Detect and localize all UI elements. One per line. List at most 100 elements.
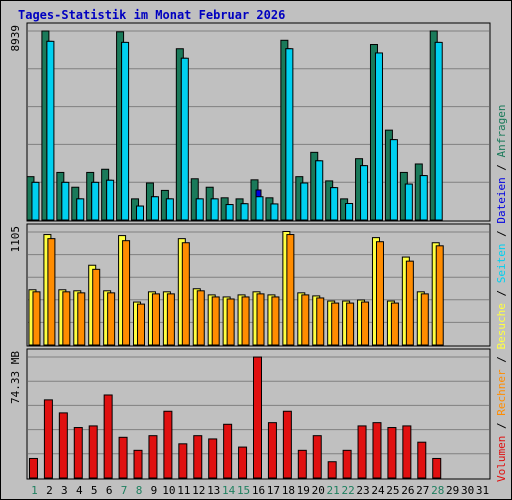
legend-item-seiten: Seiten	[495, 244, 508, 284]
bar-rechner-day-21	[331, 302, 340, 346]
bar-seiten-day-27	[419, 175, 428, 221]
day-label-4: 4	[76, 484, 83, 497]
bar-rechner-day-20	[316, 297, 325, 346]
bar-rechner-day-10	[166, 293, 175, 346]
bar-volumen-day-8	[133, 449, 143, 479]
bar-seiten-day-12	[195, 198, 204, 221]
bar-volumen-day-24	[372, 422, 382, 479]
bar-rechner-day-2	[47, 238, 56, 346]
bar-seiten-day-20	[315, 160, 324, 221]
legend-item-volumen: Volumen	[495, 436, 508, 482]
bar-volumen-day-23	[357, 425, 367, 479]
bar-volumen-day-28	[432, 457, 442, 479]
bar-rechner-day-27	[420, 293, 429, 346]
bar-seiten-day-8	[136, 205, 145, 221]
bar-seiten-day-21	[330, 187, 339, 221]
legend-separator: /	[495, 157, 508, 177]
panel-volume: 74.33 MB	[9, 348, 491, 480]
y-max-label: 1105	[9, 226, 22, 253]
bar-volumen-day-6	[103, 394, 113, 479]
bar-seiten-day-1	[31, 181, 40, 221]
bar-volumen-day-13	[208, 438, 218, 479]
bar-rechner-day-8	[137, 303, 146, 346]
day-label-13: 13	[207, 484, 220, 497]
bar-volumen-day-20	[312, 435, 322, 479]
bar-seiten-day-18	[285, 48, 294, 221]
bar-rechner-day-19	[301, 294, 310, 346]
day-label-22: 22	[341, 484, 354, 497]
day-label-28: 28	[431, 484, 444, 497]
y-max-label: 74.33 MB	[9, 351, 22, 404]
bar-seiten-day-24	[374, 52, 383, 221]
day-label-7: 7	[121, 484, 128, 497]
bar-rechner-day-5	[92, 268, 101, 346]
bar-volumen-day-22	[342, 449, 352, 479]
bar-seiten-day-28	[434, 41, 443, 221]
bar-seiten-day-14	[225, 204, 234, 221]
day-label-12: 12	[192, 484, 205, 497]
chart-title: Tages-Statistik im Monat Februar 2026	[18, 8, 285, 22]
bar-volumen-day-14	[223, 423, 233, 479]
bar-volumen-day-12	[193, 435, 203, 479]
bar-seiten-day-3	[61, 181, 70, 221]
bar-volumen-day-16	[253, 356, 262, 479]
legend-separator: /	[495, 350, 508, 370]
legend-separator: /	[495, 283, 508, 303]
bar-rechner-day-28	[435, 245, 444, 346]
bar-seiten-day-4	[76, 198, 85, 221]
day-label-23: 23	[356, 484, 369, 497]
bar-seiten-day-25	[389, 139, 398, 221]
day-label-14: 14	[222, 484, 236, 497]
bar-seiten-day-9	[150, 196, 159, 221]
bar-volumen-day-27	[417, 441, 427, 479]
day-label-1: 1	[31, 484, 38, 497]
day-label-31: 31	[476, 484, 489, 497]
panel-visits: 1105	[9, 223, 491, 347]
bar-rechner-day-13	[211, 296, 220, 346]
bar-volumen-day-26	[402, 425, 412, 479]
bar-rechner-day-9	[151, 293, 160, 346]
panels: 8939 1105 74.33 MB	[9, 22, 491, 480]
bar-rechner-day-7	[122, 240, 131, 346]
legend-item-anfragen: Anfragen	[495, 104, 508, 157]
day-label-21: 21	[327, 484, 340, 497]
bar-volumen-day-2	[43, 399, 53, 479]
bar-volumen-day-11	[178, 443, 188, 479]
bar-volumen-day-5	[88, 425, 98, 479]
bar-seiten-day-2	[46, 40, 55, 221]
day-label-26: 26	[401, 484, 414, 497]
bar-volumen-day-4	[73, 427, 83, 479]
day-label-30: 30	[461, 484, 474, 497]
bar-rechner-day-15	[241, 296, 250, 346]
bar-rechner-day-11	[181, 242, 190, 346]
bar-rechner-day-14	[226, 298, 235, 346]
bar-rechner-day-17	[271, 296, 280, 346]
day-label-16: 16	[252, 484, 265, 497]
bar-seiten-day-16	[255, 196, 264, 221]
y-max-label: 8939	[9, 25, 22, 52]
bar-seiten-day-23	[360, 165, 369, 221]
day-label-27: 27	[416, 484, 429, 497]
day-label-8: 8	[136, 484, 143, 497]
day-label-19: 19	[297, 484, 310, 497]
bar-volumen-day-7	[118, 436, 128, 479]
bar-rechner-day-23	[361, 301, 370, 346]
bar-volumen-day-15	[238, 446, 248, 479]
bar-rechner-day-16	[256, 293, 265, 346]
bar-volumen-day-3	[58, 412, 68, 479]
bar-seiten-day-6	[106, 179, 115, 221]
bar-seiten-day-13	[210, 198, 219, 221]
legend-item-dateien: Dateien	[495, 177, 508, 223]
bar-volumen-day-18	[282, 410, 292, 479]
legend: Volumen / Rechner / Besuche / Seiten / D…	[495, 104, 508, 482]
day-label-3: 3	[61, 484, 68, 497]
legend-item-rechner: Rechner	[495, 369, 508, 416]
legend-item-besuche: Besuche	[495, 303, 508, 349]
day-labels: 1 2 3 4 5 6 7 8 9 10 11 12 13 14 15 16 17 18 19 20 21 22 23 24 2…	[31, 484, 489, 497]
day-label-6: 6	[106, 484, 113, 497]
day-label-10: 10	[162, 484, 175, 497]
bar-volumen-day-9	[148, 435, 158, 479]
day-label-24: 24	[371, 484, 385, 497]
